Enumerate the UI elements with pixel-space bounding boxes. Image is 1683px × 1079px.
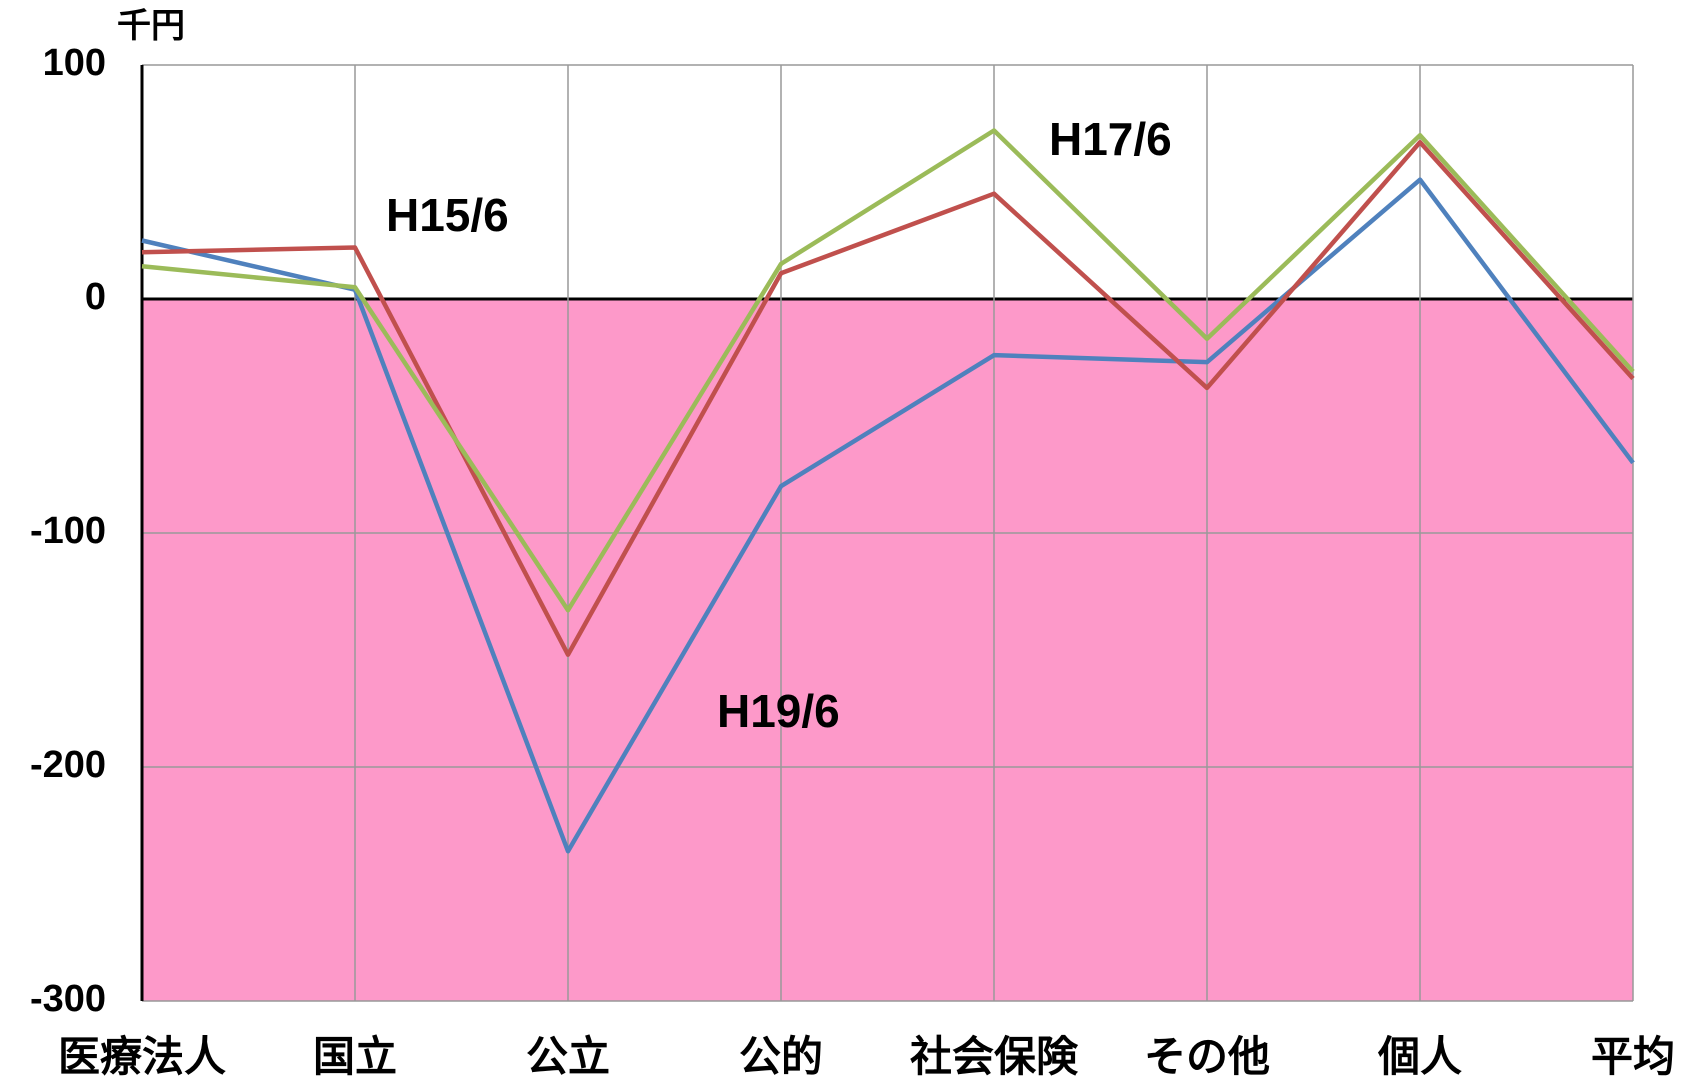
x-tick-label: 公立 xyxy=(526,1033,610,1079)
x-tick-label: 社会保険 xyxy=(910,1033,1079,1079)
y-tick-label: 0 xyxy=(85,276,106,318)
y-tick-label: 100 xyxy=(43,42,106,84)
negative-region xyxy=(142,299,1633,1001)
series-line xyxy=(141,139,1635,657)
y-tick-label: -100 xyxy=(30,510,106,552)
x-tick-label: 医療法人 xyxy=(58,1033,226,1079)
x-tick-label: その他 xyxy=(1144,1033,1270,1079)
series-label: H15/6 xyxy=(386,189,509,241)
series-line xyxy=(141,177,1635,854)
x-tick-label: 平均 xyxy=(1591,1033,1675,1079)
x-tick-label: 国立 xyxy=(313,1033,397,1079)
x-tick-label: 個人 xyxy=(1377,1033,1462,1079)
series-label: H19/6 xyxy=(717,685,840,737)
y-unit-label: 千円 xyxy=(117,7,185,45)
series-label: H17/6 xyxy=(1049,113,1172,165)
series-line xyxy=(141,128,1635,613)
y-tick-label: -300 xyxy=(30,978,106,1020)
y-tick-label: -200 xyxy=(30,744,106,786)
x-tick-label: 公的 xyxy=(739,1033,823,1079)
